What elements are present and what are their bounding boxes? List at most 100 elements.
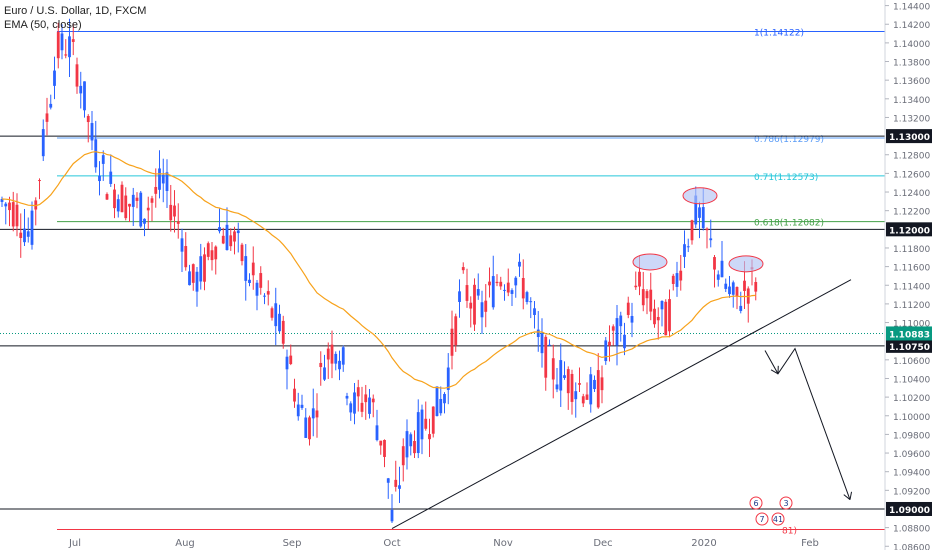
candle-down [146, 207, 150, 211]
candle-down [330, 344, 334, 364]
candle-up [514, 277, 518, 286]
candle-up [143, 218, 146, 224]
candle-up [480, 302, 484, 318]
candle-up [630, 316, 634, 323]
price-tick-label: 1.12400 [893, 189, 930, 199]
candle-up [236, 230, 240, 234]
candle-up [709, 238, 713, 241]
candle-down [38, 180, 41, 182]
candle-up [263, 295, 266, 297]
candle-up [390, 509, 394, 522]
watermark-badge [749, 496, 763, 510]
candle-down [281, 320, 285, 344]
candle-down [428, 434, 431, 440]
candle-up [540, 333, 544, 354]
candle-up [334, 353, 338, 364]
level-price-box [886, 222, 932, 237]
candle-up [398, 485, 401, 489]
level-price-box [886, 501, 932, 516]
candle-down [19, 232, 23, 238]
candle-down [488, 281, 491, 286]
candle-up [23, 228, 26, 243]
watermark-count: 6 [753, 499, 758, 508]
price-tick-label: 1.09600 [893, 450, 930, 460]
candle-down [319, 362, 323, 368]
candle-up [218, 227, 221, 232]
fib-label: 1(1.14122) [754, 29, 804, 39]
time-tick-label: 2020 [691, 538, 716, 549]
candle-down [578, 383, 581, 385]
price-tick-label: 1.12600 [893, 170, 930, 180]
candle-up [41, 129, 45, 157]
time-axis: Jul Aug Sep Oct Nov Dec 2020 Feb [68, 538, 819, 549]
candle-up [563, 375, 566, 378]
candle-down [671, 275, 675, 284]
candle-up [446, 367, 450, 390]
candle-down [270, 308, 274, 318]
price-tick-label: 1.11400 [893, 282, 930, 292]
price-tick-label: 1.12200 [893, 208, 930, 218]
candle-down [645, 291, 649, 299]
candle-up [83, 81, 86, 111]
candle-up [90, 123, 94, 141]
watermark-badge [755, 512, 769, 526]
candle-down [75, 64, 79, 87]
price-tick-label: 1.13400 [893, 96, 930, 106]
candle-down [754, 282, 758, 292]
candle-down [600, 377, 604, 391]
candle-down [86, 115, 90, 123]
candle-down [8, 202, 11, 211]
candle-up [698, 207, 701, 218]
price-tick-label: 1.12800 [893, 152, 930, 162]
candle-down [394, 479, 398, 487]
candle-down [596, 370, 600, 408]
candle-down [206, 243, 210, 257]
candle-down [473, 284, 476, 325]
time-tick-label: Oct [383, 538, 400, 549]
time-tick-label: Dec [593, 538, 612, 549]
candle-down [11, 202, 15, 227]
candle-up [109, 171, 113, 184]
arrow-head [843, 491, 853, 501]
level-price-box [886, 129, 932, 144]
level-price-label: 1.09000 [889, 506, 930, 516]
candle-up [341, 347, 345, 365]
candle-down [191, 264, 195, 283]
candle-down [383, 439, 386, 457]
candle-down [495, 281, 499, 284]
candle-up [686, 246, 690, 248]
ema-layer [1, 151, 756, 389]
candle-down [544, 336, 548, 378]
highlight-ellipse [682, 187, 718, 205]
candle-down [641, 289, 645, 306]
candle-down [169, 204, 173, 221]
watermark-count: 7 [759, 515, 764, 524]
candle-down [581, 396, 585, 404]
candle-down [135, 197, 139, 201]
watermark-badge [779, 496, 793, 510]
price-tick-label: 1.11200 [893, 301, 930, 311]
fibonacci-layer: 1(1.14122) 0.786(1.12979) 0.71(1.12573) 0.6… [57, 29, 885, 530]
candle-down [45, 113, 49, 122]
candle-up [739, 305, 743, 311]
candle-up [244, 256, 248, 281]
candle-down [431, 406, 435, 434]
candle-down [735, 286, 739, 297]
candle-down [626, 302, 630, 315]
candle-down [746, 288, 750, 304]
candle-down [293, 388, 296, 402]
candle-up [510, 290, 514, 294]
candle-up [409, 434, 413, 447]
trendline [391, 279, 852, 529]
level-price-box [886, 338, 932, 353]
candle-down [64, 54, 68, 56]
price-tick-label: 1.14400 [893, 3, 930, 13]
candle-down [120, 184, 124, 213]
candle-up [660, 300, 664, 310]
candle-down [251, 262, 255, 276]
watermark-count: 3 [783, 499, 788, 508]
candle-up [589, 374, 593, 405]
candle-up [116, 199, 120, 212]
